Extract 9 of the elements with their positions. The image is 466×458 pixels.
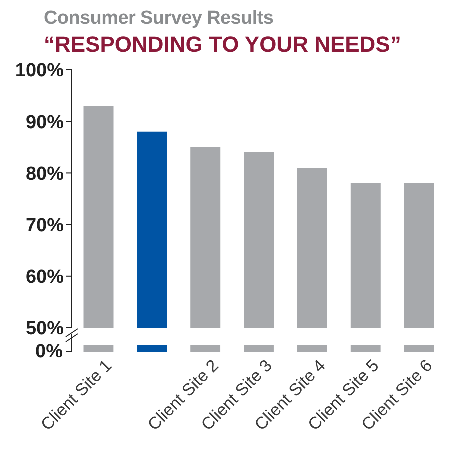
y-tick-label: 50% bbox=[26, 318, 64, 340]
chart-title: Consumer Survey Results bbox=[44, 8, 275, 30]
y-tick-label: 100% bbox=[15, 60, 64, 82]
text: 0% bbox=[36, 342, 64, 362]
y-tick-label: 60% bbox=[26, 267, 64, 288]
chart-subtitle: “RESPONDING TO YOUR NEEDS” bbox=[44, 32, 402, 58]
y-tick-label: 80% bbox=[26, 164, 64, 185]
y-tick-label: 70% bbox=[26, 216, 64, 237]
y-tick-label: 90% bbox=[26, 112, 64, 134]
